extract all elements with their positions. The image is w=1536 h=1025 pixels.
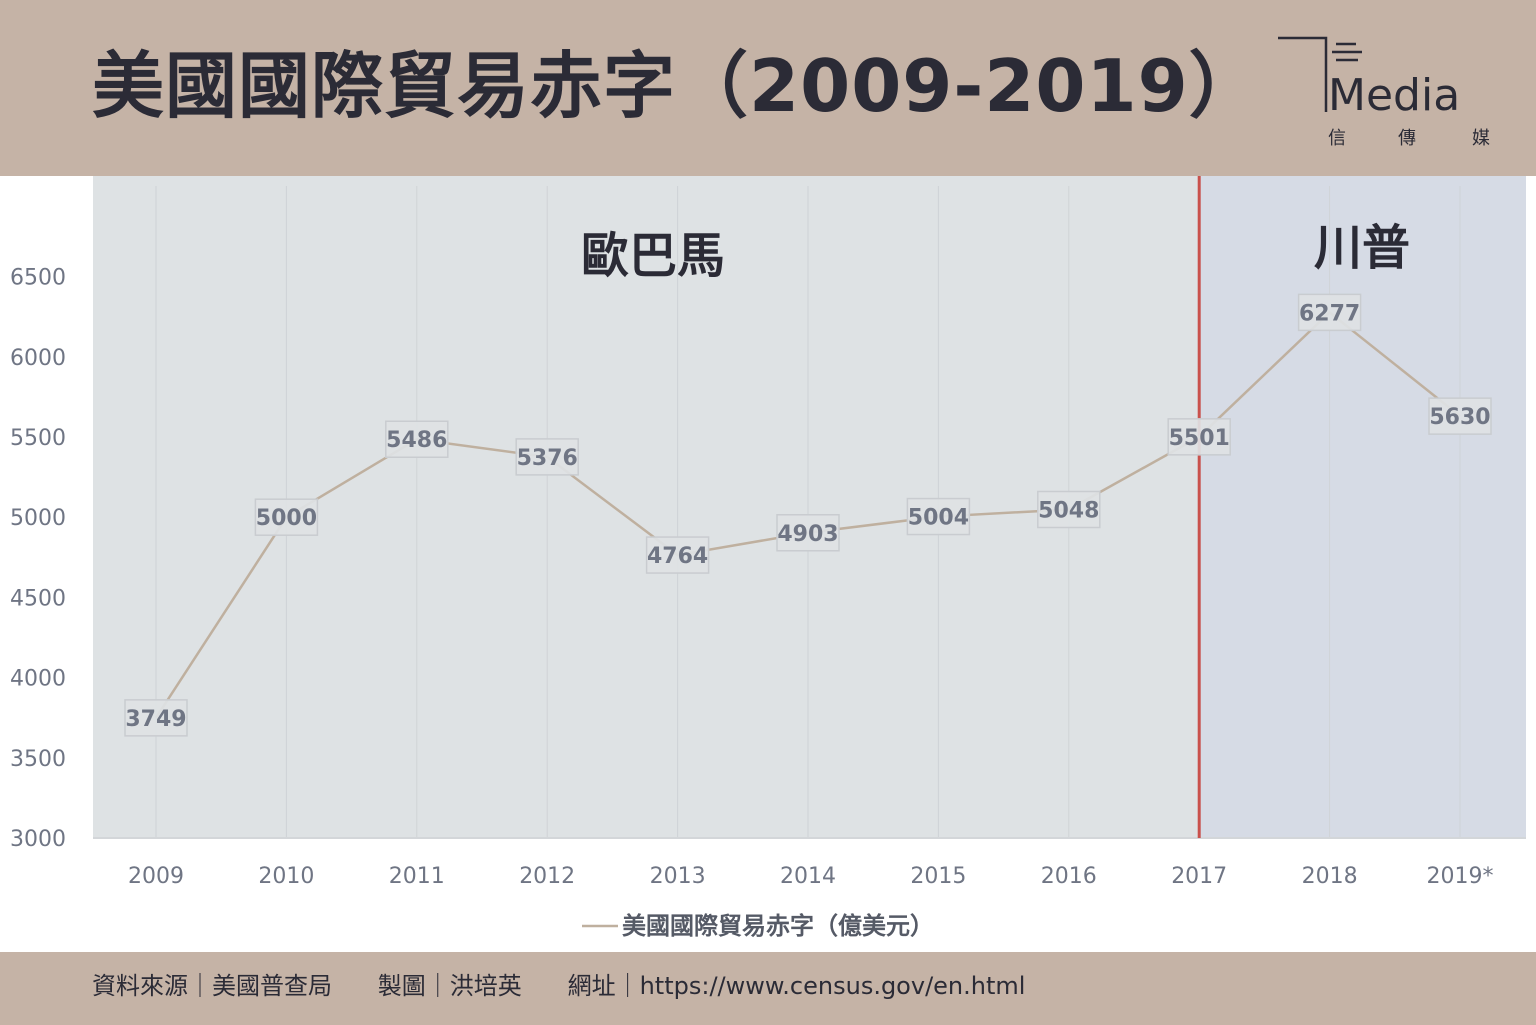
region-1-label: 歐巴馬: [581, 228, 725, 284]
data-label-box: [124, 699, 188, 737]
data-label-value: 5376: [517, 446, 578, 471]
data-label-box: [1297, 293, 1362, 332]
y-tick-label-6000: 6000: [10, 346, 66, 371]
data-label-value: 5048: [1038, 499, 1099, 524]
data-label-value: 5486: [386, 428, 447, 453]
data-label-value: 5004: [908, 506, 969, 531]
data-label-box: [254, 498, 319, 536]
data-label-box: [906, 497, 971, 536]
x-tick-label-2015: 2015: [910, 864, 966, 889]
data-label-value: 4764: [647, 544, 708, 569]
region-2-label: 川普: [1314, 220, 1410, 276]
data-label-2016: 5048: [1037, 490, 1101, 529]
header-bar: 美國國際貿易赤字（2009-2019） Media 信 傳 媒: [0, 0, 1536, 176]
data-label-2012: 5376: [515, 438, 579, 476]
data-label-value: 3749: [125, 707, 186, 732]
legend-label: 美國國際貿易赤字（億美元）: [622, 912, 934, 940]
data-label-2018: 6277: [1297, 293, 1362, 332]
data-label-box: [1428, 397, 1492, 435]
data-label-box: [1167, 418, 1231, 456]
data-label-value: 5501: [1169, 426, 1230, 451]
y-tick-label-4000: 4000: [10, 667, 66, 692]
data-label-2017: 5501: [1167, 418, 1231, 456]
data-label-value: 5630: [1429, 405, 1490, 430]
data-label-box: [515, 438, 579, 476]
x-tick-label-2019*: 2019*: [1427, 864, 1494, 889]
region-2-background: [1199, 176, 1526, 838]
footer-bar: 資料來源｜美國普查局 製圖｜洪培英 網址｜https://www.census.…: [0, 952, 1536, 1025]
x-axis: 2009 2010 2011 2012 2013 2014 2015 2016 2017 2018…: [128, 864, 1494, 889]
x-tick-label-2009: 2009: [128, 864, 184, 889]
x-tick-label-2014: 2014: [780, 864, 836, 889]
y-axis: 3000 3500 4000 4500 5000 5500 6000 6500: [10, 266, 66, 852]
logo-strokes: [1332, 42, 1362, 62]
url-credit: 網址｜https://www.census.gov/en.html: [567, 972, 1026, 1000]
footer-gap-2: [529, 972, 560, 1000]
logo-subtitle-1: 信: [1328, 128, 1346, 149]
source-credit: 資料來源｜美國普查局: [92, 972, 332, 1000]
x-tick-label-2017: 2017: [1171, 864, 1227, 889]
media-logo: Media 信 傳 媒: [1278, 36, 1490, 149]
logo-frame-stroke: [1278, 36, 1328, 112]
x-tick-label-2016: 2016: [1041, 864, 1097, 889]
data-label-box: [776, 514, 840, 552]
footer-gap-1: [340, 972, 371, 1000]
logo-subtitle-3: 媒: [1472, 128, 1490, 149]
x-tick-label-2018: 2018: [1302, 864, 1358, 889]
y-tick-label-4500: 4500: [10, 586, 66, 611]
logo-mark: Media: [1328, 70, 1460, 121]
data-label-value: 5000: [256, 506, 317, 531]
deficit-line-chart: 歐巴馬 川普 3000 3500 4000 4500 5000 5500 6000 6500 2…: [10, 176, 1526, 940]
page-title: 美國國際貿易赤字（2009-2019）: [92, 44, 1262, 128]
data-label-2014: 4903: [776, 514, 840, 552]
data-labels-layer: 3749 5000 5486 5376 4764 4903 5004 5048 5501 6277…: [124, 293, 1492, 737]
data-label-value: 4903: [777, 522, 838, 547]
y-tick-label-3000: 3000: [10, 827, 66, 852]
x-tick-label-2011: 2011: [389, 864, 445, 889]
y-tick-label-5500: 5500: [10, 426, 66, 451]
y-tick-label-3500: 3500: [10, 747, 66, 772]
x-tick-label-2012: 2012: [519, 864, 575, 889]
logo-subtitle-2: 傳: [1398, 128, 1416, 149]
data-label-2009: 3749: [124, 699, 188, 737]
footer-credits: 資料來源｜美國普查局 製圖｜洪培英 網址｜https://www.census.…: [92, 972, 1025, 1001]
y-tick-label-5000: 5000: [10, 506, 66, 531]
data-label-box: [385, 420, 449, 458]
data-label-2019*: 5630: [1428, 397, 1492, 435]
x-tick-label-2010: 2010: [258, 864, 314, 889]
data-label-2010: 5000: [254, 498, 319, 536]
legend: 美國國際貿易赤字（億美元）: [582, 912, 934, 940]
data-label-box: [645, 536, 710, 574]
author-credit: 製圖｜洪培英: [377, 972, 522, 1000]
data-label-2013: 4764: [645, 536, 710, 574]
y-tick-label-6500: 6500: [10, 266, 66, 291]
data-label-2015: 5004: [906, 497, 971, 536]
data-label-box: [1037, 490, 1101, 529]
data-label-2011: 5486: [385, 420, 449, 458]
data-label-value: 6277: [1299, 301, 1360, 326]
x-tick-label-2013: 2013: [650, 864, 706, 889]
